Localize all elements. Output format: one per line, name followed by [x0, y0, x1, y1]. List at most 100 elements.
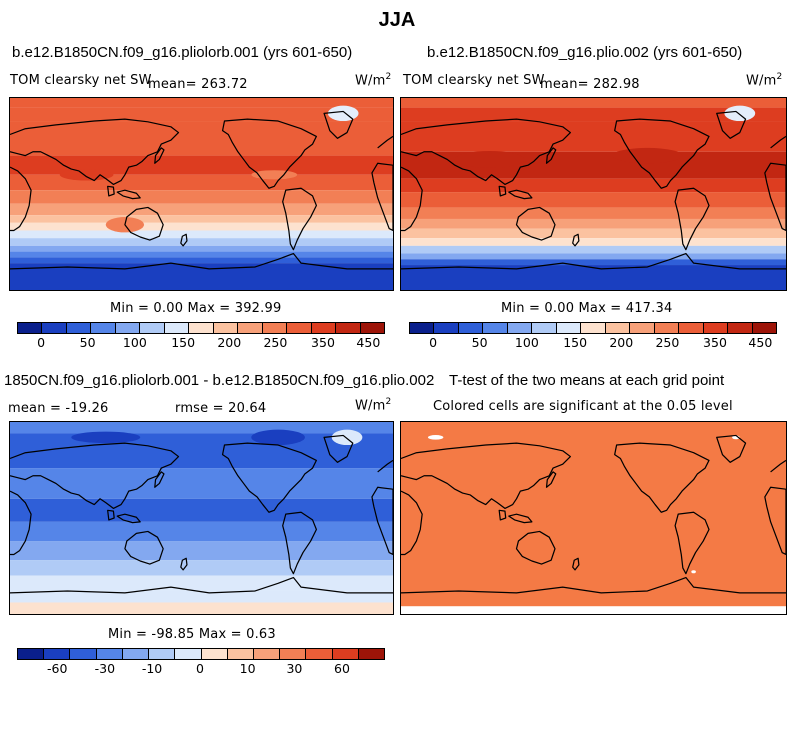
field-patch [454, 150, 525, 168]
field-patch [327, 105, 359, 122]
colorbar-swatch [91, 323, 116, 333]
lat-band [10, 560, 393, 576]
coastline [572, 233, 580, 247]
lat-band [401, 178, 786, 193]
lat-band [401, 192, 786, 208]
colorbar-swatch [728, 323, 753, 333]
lat-band [10, 98, 393, 108]
colorbar-swatch [306, 649, 333, 659]
lat-band [10, 468, 393, 499]
colorbar-tick-label: 450 [356, 335, 381, 350]
colorbar-swatch [556, 323, 582, 333]
panel1-variable: TOM clearsky net SW [10, 73, 152, 88]
panel2-variable: TOM clearsky net SW [403, 73, 545, 88]
colorbar-tick-label: 0 [429, 335, 438, 350]
colorbar-swatch [262, 323, 288, 333]
colorbar-swatch [654, 323, 680, 333]
colorbar-tick-label: 50 [471, 335, 488, 350]
panel1-title: b.e12.B1850CN.f09_g16.pliolorb.001 (yrs … [12, 44, 353, 61]
lat-band [401, 218, 786, 229]
coastline [401, 576, 786, 594]
colorbar-tick-label: -10 [141, 661, 163, 676]
lat-band [401, 245, 786, 254]
coastline [371, 486, 393, 556]
panel3-minmax: Min = -98.85 Max = 0.63 [108, 627, 276, 642]
colorbar-swatch [115, 323, 141, 333]
colorbar-swatch [253, 649, 281, 659]
colorbar-tick-label: 200 [217, 335, 242, 350]
colorbar-swatch [630, 323, 655, 333]
colorbar-swatch [66, 323, 92, 333]
field-patch [612, 147, 683, 164]
field-patch [251, 429, 305, 446]
lat-band [401, 121, 786, 152]
coastline [116, 513, 141, 524]
coastline [107, 185, 115, 197]
lat-band [10, 498, 393, 522]
colorbar-tick-label: -30 [94, 661, 116, 676]
panel3-mean: mean = -19.26 [8, 401, 109, 416]
coastline [124, 206, 164, 241]
coastline [282, 511, 318, 575]
coastline [614, 442, 710, 513]
field-patch [331, 429, 363, 446]
colorbar-tick-label: 250 [263, 335, 288, 350]
colorbar-tick-label: 50 [79, 335, 96, 350]
colorbar-tick-label: -60 [47, 661, 68, 676]
colorbar-swatch [164, 323, 190, 333]
colorbar-swatch [311, 323, 337, 333]
field-patch [71, 431, 141, 444]
lat-band [10, 602, 393, 614]
colorbar-swatch [42, 323, 67, 333]
map4-svg [401, 422, 786, 614]
coastline [116, 189, 141, 200]
colorbar-swatch [434, 323, 459, 333]
coastline [10, 576, 393, 594]
field-patch [59, 169, 114, 181]
colorbar-tick-label: 250 [655, 335, 680, 350]
lat-band [10, 203, 393, 216]
panel2-mean: mean= 282.98 [540, 77, 640, 92]
panel3-title: 1850CN.f09_g16.pliolorb.001 - b.e12.B185… [4, 372, 435, 389]
lat-band [10, 251, 393, 258]
colorbar-swatch [287, 323, 312, 333]
coastline [154, 147, 165, 164]
colorbar-swatch [149, 649, 176, 659]
coastline [572, 557, 580, 571]
figure-title: JJA [378, 9, 416, 31]
map3-svg [10, 422, 393, 614]
coastline [221, 442, 318, 513]
colorbar-swatch [140, 323, 165, 333]
lat-band [10, 215, 393, 223]
coastline [371, 162, 393, 232]
panel2-colorbar [409, 322, 777, 334]
lat-band [10, 257, 393, 264]
colorbar-swatch [238, 323, 263, 333]
panel4-map [400, 421, 787, 615]
panel1-colorbar [17, 322, 385, 334]
panel3-rmse: rmse = 20.64 [175, 401, 267, 416]
coastline [401, 166, 423, 232]
coastline [716, 434, 747, 463]
coastline [282, 187, 318, 251]
colorbar-swatch [483, 323, 508, 333]
panel4-subtitle: Colored cells are significant at the 0.0… [433, 399, 733, 414]
coastline [515, 206, 556, 241]
lat-band [401, 107, 786, 122]
colorbar-tick-label: 30 [286, 661, 303, 676]
colorbar-tick-label: 0 [196, 661, 204, 676]
colorbar-swatch [507, 323, 533, 333]
coastline [10, 490, 32, 556]
coastline [377, 459, 393, 473]
lat-band [10, 222, 393, 231]
panel1-map [9, 97, 394, 291]
lat-band [401, 238, 786, 246]
colorbar-tick-label: 150 [171, 335, 196, 350]
lat-band [401, 265, 786, 290]
colorbar-swatch [175, 649, 202, 659]
coastline [770, 135, 786, 149]
panel2-minmax: Min = 0.00 Max = 417.34 [501, 301, 673, 316]
colorbar-swatch [18, 649, 45, 659]
panel4-title: T-test of the two means at each grid poi… [449, 372, 725, 389]
coastline [498, 185, 507, 197]
